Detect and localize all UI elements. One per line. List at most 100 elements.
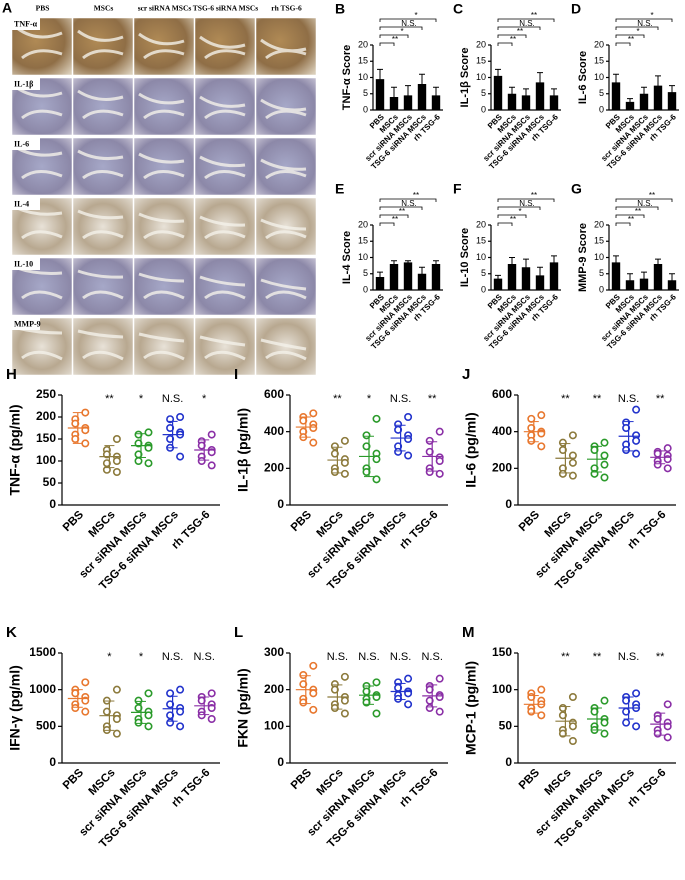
- significance-bracket: [497, 18, 555, 22]
- significance-label: **: [399, 207, 405, 216]
- panel-label: G: [571, 181, 582, 197]
- tissue-texture: [16, 26, 63, 60]
- data-point: [166, 700, 175, 709]
- data-point: [330, 685, 339, 694]
- data-point: [394, 447, 403, 456]
- micrograph: [72, 317, 134, 376]
- data-point: [112, 434, 121, 443]
- significance-label: **: [392, 35, 398, 44]
- micrograph: [133, 317, 195, 376]
- significance-label: N.S.: [390, 393, 411, 405]
- tissue-texture: [199, 215, 246, 240]
- data-point: [309, 409, 318, 418]
- micrograph: [194, 197, 256, 256]
- micrograph: [194, 257, 256, 316]
- data-point: [600, 460, 609, 469]
- data-point: [81, 408, 90, 417]
- y-tick-label: 20: [594, 219, 604, 229]
- data-point: [372, 678, 381, 687]
- data-point: [176, 707, 185, 716]
- y-tick-label: 5: [363, 88, 368, 98]
- y-tick-label: 0: [49, 755, 56, 769]
- y-tick-label: 15: [358, 56, 368, 66]
- significance-bracket: [497, 198, 555, 202]
- significance-bracket: [497, 214, 527, 218]
- data-point: [537, 411, 546, 420]
- data-point: [600, 451, 609, 460]
- data-point: [568, 471, 577, 480]
- y-axis-label: IL-6 (pg/ml): [463, 412, 479, 487]
- data-point: [134, 696, 143, 705]
- data-point: [435, 427, 444, 436]
- data-point: [537, 442, 546, 451]
- y-axis-label: MMP-9 Score: [577, 223, 589, 292]
- y-tick-label: 10: [594, 252, 604, 262]
- tissue-texture: [138, 32, 185, 60]
- significance-bracket: [615, 222, 631, 226]
- bar: [625, 280, 635, 290]
- significance-label: N.S.: [618, 393, 639, 405]
- bar: [639, 278, 649, 290]
- data-point: [404, 434, 413, 443]
- y-tick-label: 5: [481, 268, 486, 278]
- significance-label: *: [139, 651, 144, 663]
- y-tick-label: 150: [492, 645, 512, 659]
- significance-bracket: [615, 34, 645, 38]
- bar: [493, 75, 503, 110]
- significance-label: **: [510, 35, 516, 44]
- data-point: [112, 714, 121, 723]
- tissue-texture: [199, 95, 246, 120]
- data-point: [134, 456, 143, 465]
- tissue-texture: [77, 209, 124, 240]
- tissue-texture: [138, 272, 185, 300]
- tissue-texture: [260, 338, 307, 361]
- significance-label: **: [392, 215, 398, 224]
- significance-label: **: [428, 393, 437, 405]
- significance-label: *: [139, 393, 144, 405]
- significance-bracket: [379, 18, 437, 22]
- data-point: [663, 700, 672, 709]
- y-tick-label: 20: [358, 39, 368, 49]
- data-point: [653, 714, 662, 723]
- micrograph: [133, 197, 195, 256]
- y-tick-label: 50: [499, 719, 513, 733]
- significance-label: N.S.: [358, 651, 379, 663]
- data-point: [568, 722, 577, 731]
- data-point: [622, 423, 631, 432]
- bar: [535, 82, 545, 110]
- y-axis-label: IL-10 Score: [459, 228, 471, 287]
- row-label: IL-6: [14, 139, 29, 148]
- y-tick-label: 20: [476, 39, 486, 49]
- data-point: [207, 714, 216, 723]
- significance-label: **: [635, 207, 641, 216]
- y-tick-label: 5: [481, 88, 486, 98]
- data-point: [176, 722, 185, 731]
- data-point: [394, 425, 403, 434]
- data-point: [112, 456, 121, 465]
- data-point: [166, 415, 175, 424]
- bar: [549, 95, 559, 110]
- micrograph: [133, 257, 195, 316]
- data-point: [340, 672, 349, 681]
- data-point: [340, 696, 349, 705]
- significance-label: N.S.: [637, 19, 653, 28]
- y-tick-label: 15: [594, 236, 604, 246]
- significance-bracket: [497, 222, 513, 226]
- y-tick-label: 10: [594, 72, 604, 82]
- micrograph: [72, 77, 134, 136]
- data-point: [81, 707, 90, 716]
- y-tick-label: 150: [36, 431, 56, 445]
- bar: [667, 280, 677, 290]
- panel-label: M: [462, 624, 475, 641]
- data-point: [558, 438, 567, 447]
- data-point: [600, 696, 609, 705]
- significance-label: N.S.: [421, 651, 442, 663]
- panel-label: L: [234, 624, 243, 641]
- significance-label: **: [628, 35, 634, 44]
- bar: [535, 275, 545, 290]
- panel-label: H: [6, 366, 17, 383]
- bar: [521, 95, 531, 110]
- significance-label: **: [656, 651, 665, 663]
- bar: [493, 278, 503, 290]
- tissue-texture: [77, 269, 124, 300]
